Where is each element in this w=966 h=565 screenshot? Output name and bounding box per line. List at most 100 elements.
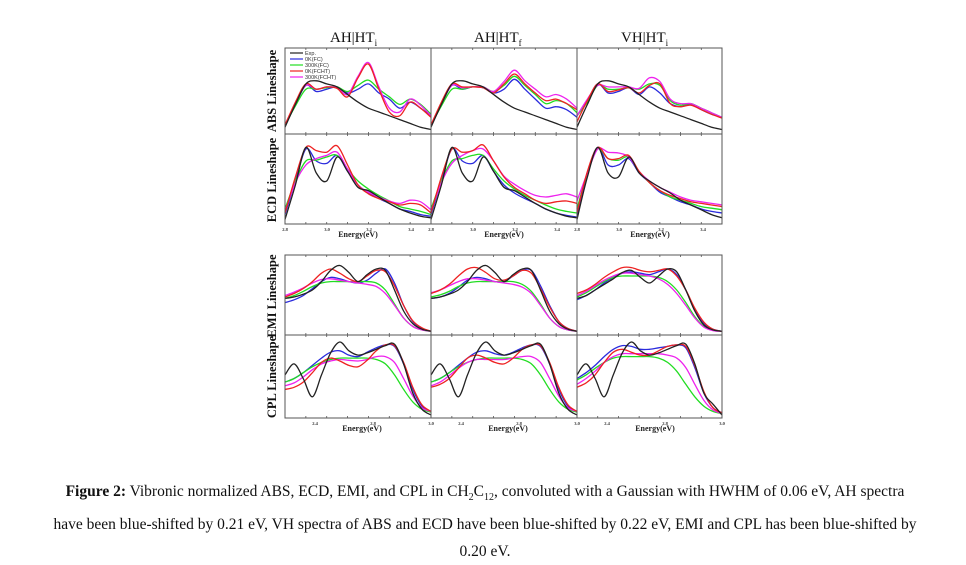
panel-abs-lineshape-1	[430, 47, 578, 135]
series-line-exp	[284, 146, 432, 220]
series-line-300k-fcht	[430, 355, 578, 413]
series-line-0k-fcht	[284, 63, 432, 126]
series-line-exp	[576, 268, 723, 332]
series-line-300k-fcht	[576, 352, 723, 415]
series-line-exp	[284, 264, 432, 332]
svg-text:300K(FCHT): 300K(FCHT)	[305, 75, 336, 81]
series-line-0k-fc	[284, 267, 432, 332]
x-tick-label: 3.2	[658, 227, 664, 232]
row-label-cpl: CPL Lineshape	[265, 335, 279, 418]
x-tick-label: 3.0	[719, 421, 725, 426]
series-line-0k-fcht	[430, 144, 578, 214]
x-tick-label: 2.8	[574, 227, 580, 232]
x-tick-label: 2.8	[282, 227, 288, 232]
x-tick-label: 3.2	[366, 227, 372, 232]
panel-frame	[576, 133, 723, 225]
panel-abs-lineshape-2	[576, 47, 723, 135]
series-line-0k-fc	[576, 268, 723, 332]
series-line-300k-fcht	[430, 277, 578, 332]
series-line-0k-fcht	[284, 144, 432, 214]
series-line-exp	[284, 80, 432, 131]
x-tick-label: 2.4	[458, 421, 464, 426]
x-axis-label-top-2: Energy(eV)	[630, 230, 670, 239]
series-line-exp	[576, 146, 723, 220]
panel-cpl-lineshape-0	[284, 334, 432, 419]
series-line-0k-fcht	[284, 268, 432, 332]
series-line-exp	[430, 80, 578, 131]
series-line-300k-fc	[576, 147, 723, 211]
legend-item-0k-fcht: 0K(FCHT)	[290, 69, 330, 75]
legend-item-300k-fc: 300K(FC)	[290, 63, 329, 69]
figure-caption: Figure 2: Vibronic normalized ABS, ECD, …	[30, 478, 940, 565]
x-axis-label-bottom-1: Energy(eV)	[488, 424, 528, 433]
panel-cpl-lineshape-1	[430, 334, 578, 419]
legend-item-0k-fc: 0K(FC)	[290, 57, 323, 63]
caption-line-1: Figure 2: Vibronic normalized ABS, ECD, …	[65, 483, 905, 504]
series-line-0k-fcht	[576, 146, 723, 214]
x-tick-label: 3.4	[554, 227, 560, 232]
series-line-300k-fcht	[284, 355, 432, 413]
caption-line-3: 0.20 eV.	[459, 543, 511, 561]
series-line-0k-fcht	[576, 266, 723, 332]
series-line-exp	[430, 341, 578, 416]
column-header-2: VH|HTi	[621, 30, 669, 48]
x-tick-label: 3.2	[512, 227, 518, 232]
x-tick-label: 2.8	[516, 421, 522, 426]
svg-text:Exp.: Exp.	[305, 51, 316, 57]
series-line-0k-fc	[284, 147, 432, 217]
series-line-0k-fcht	[430, 266, 578, 332]
x-axis-labels: Energy(eV) Energy(eV) Energy(eV) Energy(…	[338, 230, 675, 433]
panel-ecd-lineshape-2	[576, 133, 723, 225]
series-line-0k-fcht	[430, 343, 578, 412]
panels-layer: 2.8 3.0 3.2 3.4 2.8 3.0 3.2 3.4 2.8 3.0 3.2 3.4 2.4 2…	[282, 47, 726, 426]
series-line-0k-fc	[430, 268, 578, 332]
x-axis-label-top-0: Energy(eV)	[338, 230, 378, 239]
x-tick-label: 3.0	[574, 421, 580, 426]
legend: Exp. 0K(FC) 300K(FC) 0K(FCHT) 300K(FCHT)	[290, 51, 336, 81]
row-label-abs: ABS Lineshape	[265, 49, 279, 132]
series-line-300k-fc	[576, 82, 723, 118]
figure-panels: AH|HTi AH|HTf VH|HTi ABS Lineshape ECD L…	[265, 30, 726, 433]
caption-label: Figure 2:	[65, 483, 127, 500]
x-tick-label: 3.4	[700, 227, 706, 232]
panel-ecd-lineshape-0	[284, 133, 432, 225]
x-tick-label: 2.8	[428, 227, 434, 232]
panel-ecd-lineshape-1	[430, 133, 578, 225]
column-headers: AH|HTi AH|HTf VH|HTi	[330, 30, 669, 48]
panel-emi-lineshape-1	[430, 254, 578, 336]
x-tick-label: 3.0	[428, 421, 434, 426]
x-tick-label: 2.4	[604, 421, 610, 426]
x-axis-label-top-1: Energy(eV)	[484, 230, 524, 239]
panel-frame	[430, 47, 578, 135]
x-tick-label: 2.4	[312, 421, 318, 426]
column-header-1: AH|HTf	[474, 30, 522, 48]
series-line-0k-fcht	[284, 343, 432, 412]
row-label-emi: EMI Lineshape	[265, 254, 279, 337]
series-line-300k-fc	[284, 357, 432, 413]
series-line-300k-fc	[430, 153, 578, 214]
series-line-0k-fc	[284, 83, 432, 126]
legend-item-exp: Exp.	[290, 51, 316, 57]
series-line-0k-fc	[430, 147, 578, 218]
series-line-0k-fc	[576, 83, 723, 118]
series-line-300k-fcht	[576, 147, 723, 206]
panel-frame	[576, 334, 723, 419]
series-line-exp	[284, 341, 432, 416]
series-line-0k-fcht	[576, 81, 723, 123]
series-line-300k-fcht	[430, 69, 578, 126]
svg-text:0K(FCHT): 0K(FCHT)	[305, 69, 330, 75]
column-header-0: AH|HTi	[330, 30, 378, 48]
panel-frame	[576, 47, 723, 135]
row-labels: ABS Lineshape ECD Lineshape EMI Lineshap…	[265, 49, 279, 418]
series-line-exp	[576, 341, 723, 416]
series-line-0k-fc	[576, 344, 723, 414]
legend-item-300k-fcht: 300K(FCHT)	[290, 75, 336, 81]
x-tick-label: 3.4	[408, 227, 414, 232]
x-axis-label-bottom-2: Energy(eV)	[635, 424, 675, 433]
series-line-exp	[430, 146, 578, 220]
row-label-ecd: ECD Lineshape	[265, 137, 279, 222]
svg-text:0K(FC): 0K(FC)	[305, 57, 323, 63]
x-axis-label-bottom-0: Energy(eV)	[342, 424, 382, 433]
x-tick-label: 2.8	[662, 421, 668, 426]
series-line-300k-fc	[284, 154, 432, 216]
